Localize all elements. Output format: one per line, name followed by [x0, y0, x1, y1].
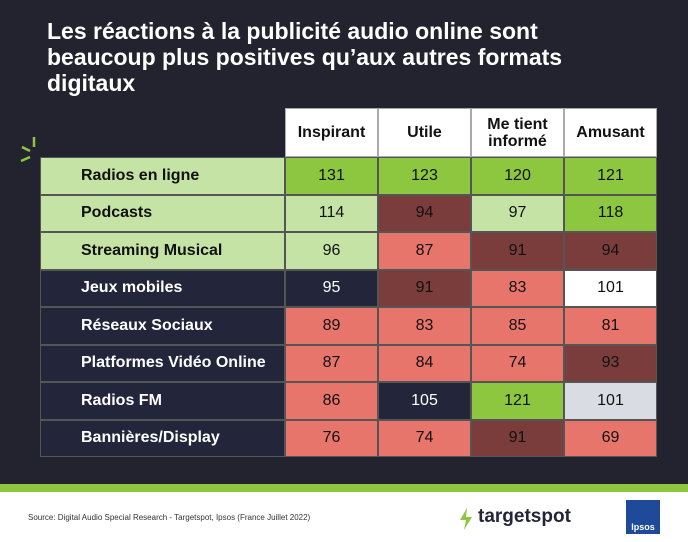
brand: targetspot — [478, 506, 571, 527]
value-cell: 105 — [378, 382, 471, 420]
value-cell: 74 — [471, 344, 564, 382]
value-cell: 97 — [471, 194, 564, 232]
value-cell: 87 — [285, 344, 378, 382]
accent — [20, 137, 36, 163]
value-cell: 69 — [564, 419, 657, 457]
column-header: Inspirant — [285, 108, 378, 157]
value-cell: 81 — [564, 307, 657, 345]
value-cell: 91 — [378, 269, 471, 307]
value-cell: 94 — [564, 232, 657, 270]
column-header: Utile — [378, 108, 471, 157]
value-cell: 120 — [471, 157, 564, 195]
row-label: Streaming Musical — [40, 232, 285, 270]
value-cell: 93 — [564, 344, 657, 382]
value-cell: 83 — [378, 307, 471, 345]
value-cell: 89 — [285, 307, 378, 345]
value-cell: 114 — [285, 194, 378, 232]
row-label: Podcasts — [40, 194, 285, 232]
value-cell: 95 — [285, 269, 378, 307]
footer: Source: Digital Audio Special Research -… — [0, 492, 688, 542]
value-cell: 76 — [285, 419, 378, 457]
row-label: Réseaux Sociaux — [40, 307, 285, 345]
column-header: Me tient informé — [471, 108, 564, 157]
value-cell: 91 — [471, 419, 564, 457]
row-label: Bannières/Display — [40, 419, 285, 457]
column-header: Amusant — [564, 108, 657, 157]
value-cell: 83 — [471, 269, 564, 307]
value-cell: 121 — [564, 157, 657, 195]
value-cell: 94 — [378, 194, 471, 232]
title: Les réactions à la publicité audio onlin… — [47, 18, 563, 96]
value-cell: 123 — [378, 157, 471, 195]
row-label: Platformes Vidéo Online — [40, 344, 285, 382]
value-cell: 91 — [471, 232, 564, 270]
value-cell: 118 — [564, 194, 657, 232]
value-cell: 121 — [471, 382, 564, 420]
value-cell: 85 — [471, 307, 564, 345]
value-cell: 101 — [564, 269, 657, 307]
value-cell: 84 — [378, 344, 471, 382]
accent-strip — [0, 484, 688, 492]
value-cell: 101 — [564, 382, 657, 420]
value-cell: 131 — [285, 157, 378, 195]
value-cell: 86 — [285, 382, 378, 420]
row-label: Jeux mobiles — [40, 269, 285, 307]
row-label: Radios FM — [40, 382, 285, 420]
brand-icon — [460, 508, 472, 530]
value-cell: 96 — [285, 232, 378, 270]
partner-logo: Ipsos — [626, 500, 660, 534]
value-cell: 87 — [378, 232, 471, 270]
value-cell: 74 — [378, 419, 471, 457]
source: Source: Digital Audio Special Research -… — [28, 513, 311, 522]
row-label: Radios en ligne — [40, 157, 285, 195]
